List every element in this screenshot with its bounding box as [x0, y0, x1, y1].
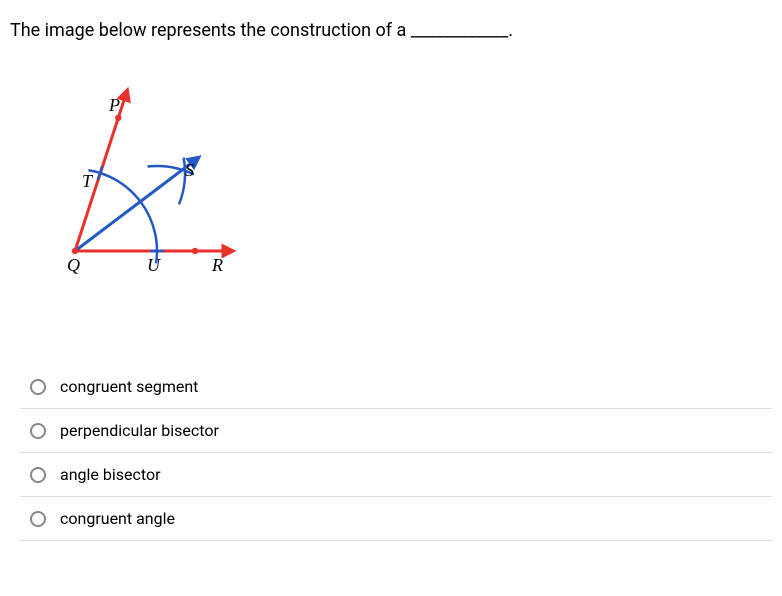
radio-icon [30, 511, 46, 527]
question-text: The image below represents the construct… [10, 20, 772, 41]
radio-icon [30, 467, 46, 483]
geometry-diagram: P T S Q U R [10, 71, 772, 285]
answer-options: congruent segment perpendicular bisector… [10, 365, 772, 541]
svg-text:R: R [211, 255, 223, 275]
option-row[interactable]: congruent segment [20, 365, 772, 409]
radio-icon [30, 379, 46, 395]
radio-icon [30, 423, 46, 439]
option-label: angle bisector [60, 465, 160, 484]
option-row[interactable]: congruent angle [20, 497, 772, 541]
option-label: perpendicular bisector [60, 421, 219, 440]
svg-text:U: U [147, 255, 161, 275]
option-label: congruent angle [60, 509, 175, 528]
option-label: congruent segment [60, 377, 198, 396]
svg-text:S: S [185, 160, 194, 180]
option-row[interactable]: angle bisector [20, 453, 772, 497]
svg-text:Q: Q [67, 255, 80, 275]
svg-text:P: P [108, 95, 120, 115]
svg-text:T: T [82, 171, 94, 191]
option-row[interactable]: perpendicular bisector [20, 409, 772, 453]
